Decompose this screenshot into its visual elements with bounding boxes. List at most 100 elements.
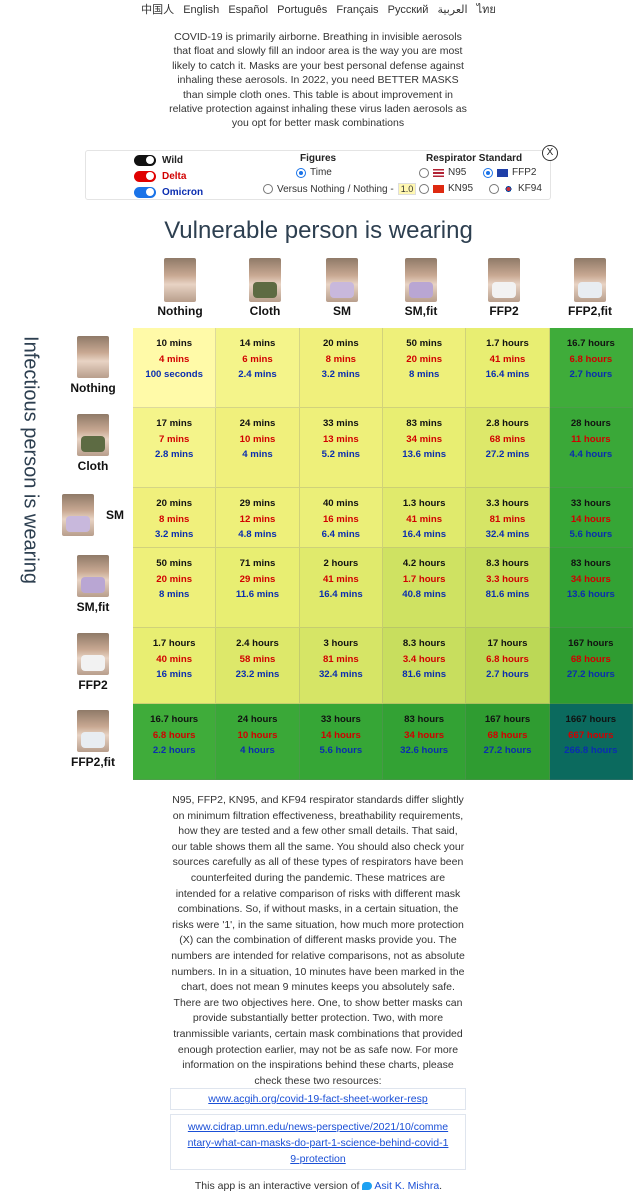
omicron-value: 2.7 hours [569, 369, 613, 380]
omicron-value: 16.4 mins [318, 589, 363, 600]
omicron-value: 2.4 mins [238, 369, 277, 380]
lang-link[interactable]: Français [336, 4, 379, 16]
lang-link[interactable]: English [183, 4, 220, 16]
radio-icon[interactable] [419, 167, 429, 178]
omicron-value: 6.4 mins [321, 529, 361, 540]
delta-value: 68 mins [489, 433, 526, 445]
wild-value: 167 hours [484, 714, 531, 725]
radio-icon[interactable] [263, 184, 273, 194]
wild-value: 20 mins [322, 338, 359, 349]
delta-value: 14 hours [320, 729, 361, 741]
close-button[interactable]: X [542, 145, 558, 161]
mask-shape [409, 282, 433, 298]
resource-link-cidrap[interactable]: www.cidrap.umn.edu/news-perspective/2021… [170, 1114, 466, 1170]
radio-icon[interactable] [419, 183, 429, 194]
omicron-value: 8 mins [158, 589, 190, 600]
row-header-ffp2: FFP2 [55, 633, 131, 692]
figures-heading: Figures [300, 153, 337, 164]
notes-text: N95, FFP2, KN95, and KF94 respirator sta… [171, 794, 465, 1087]
omicron-value: 2.2 hours [152, 745, 196, 756]
matrix-cell: 2.4 hours 58 mins 23.2 mins [216, 628, 300, 704]
matrix-cell: 3 hours 81 mins 32.4 mins [299, 628, 383, 704]
matrix-cell: 24 hours 10 hours 4 hours [216, 704, 300, 780]
respirator-option-n95[interactable]: N95 [419, 167, 466, 178]
person-photo [77, 710, 109, 752]
wild-value: 29 mins [239, 498, 276, 509]
variant-label: Omicron [162, 186, 204, 198]
matrix-cell: 17 hours 6.8 hours 2.7 hours [466, 628, 550, 704]
delta-value: 81 mins [489, 513, 526, 525]
figure-option-time[interactable]: Time [296, 167, 332, 178]
lang-link[interactable]: ไทย [476, 4, 496, 16]
delta-value: 41 mins [322, 573, 359, 585]
mask-shape [66, 516, 90, 532]
variant-label: Delta [162, 170, 187, 182]
variant-delta[interactable]: Delta [134, 169, 186, 183]
delta-value: 16 mins [322, 513, 359, 525]
mask-shape [330, 282, 354, 298]
person-photo [405, 258, 437, 302]
wild-value: 33 mins [322, 418, 359, 429]
delta-value: 13 mins [322, 433, 359, 445]
omicron-value: 3.2 mins [154, 529, 194, 540]
wild-value: 24 mins [239, 418, 276, 429]
versus-value-input[interactable]: 1.0 [397, 183, 417, 195]
delta-value: 10 mins [239, 433, 276, 445]
lang-link[interactable]: Русский [387, 4, 429, 16]
person-photo [62, 494, 94, 536]
omicron-value: 16 mins [156, 669, 193, 680]
wild-value: 4.2 hours [402, 558, 446, 569]
variant-wild[interactable]: Wild [134, 153, 183, 167]
controls-panel: Wild Delta Omicron Figures Time Versus N… [85, 145, 558, 200]
column-header-cloth: Cloth [227, 258, 303, 318]
mask-shape [81, 732, 105, 748]
omicron-value: 27.2 hours [566, 669, 615, 680]
lang-link[interactable]: 中国人 [141, 4, 175, 16]
wild-value: 50 mins [406, 338, 443, 349]
figure-option-versus[interactable]: Versus Nothing / Nothing - 1.0 [263, 183, 417, 195]
omicron-value: 32.6 hours [400, 745, 449, 756]
omicron-value: 3.2 mins [321, 369, 361, 380]
omicron-value: 266.8 hours [564, 745, 618, 756]
wild-value: 8.3 hours [402, 638, 446, 649]
omicron-value: 16.4 mins [485, 369, 530, 380]
toggle-switch-icon[interactable] [134, 170, 156, 182]
variant-label: Wild [162, 154, 184, 166]
respirator-option-kn95[interactable]: KN95 [419, 183, 473, 194]
radio-icon[interactable] [489, 183, 499, 194]
wild-value: 83 hours [570, 558, 611, 569]
delta-value: 34 mins [406, 433, 443, 445]
resource-link-acgih[interactable]: www.acgih.org/covid-19-fact-sheet-worker… [170, 1088, 466, 1110]
variant-omicron[interactable]: Omicron [134, 185, 203, 199]
person-photo [164, 258, 196, 302]
delta-value: 34 hours [404, 729, 445, 741]
wild-value: 83 mins [406, 418, 443, 429]
matrix-cell: 8.3 hours 3.3 hours 81.6 mins [466, 548, 550, 628]
toggle-switch-icon[interactable] [134, 154, 156, 166]
toggle-switch-icon[interactable] [134, 186, 156, 198]
omicron-value: 5.6 hours [319, 745, 363, 756]
lang-link[interactable]: Español [228, 4, 269, 16]
author-link[interactable]: Asit K. Mishra [374, 1180, 440, 1192]
radio-icon[interactable] [483, 167, 493, 178]
wild-value: 2 hours [323, 558, 359, 569]
respirator-option-ffp2[interactable]: FFP2 [483, 167, 536, 178]
lang-link[interactable]: Português [277, 4, 328, 16]
radio-icon[interactable] [296, 167, 306, 178]
delta-value: 6.8 hours [152, 729, 196, 741]
column-header-nothing: Nothing [142, 258, 218, 318]
wild-value: 8.3 hours [486, 558, 529, 569]
wild-value: 3 hours [323, 638, 359, 649]
matrix-cell: 167 hours 68 hours 27.2 hours [466, 704, 550, 780]
footer: This app is an interactive version of As… [194, 1180, 443, 1192]
delta-value: 3.4 hours [402, 653, 446, 665]
respirator-option-kf94[interactable]: KF94 [489, 183, 542, 194]
respirator-heading: Respirator Standard [426, 153, 523, 164]
person-photo [574, 258, 606, 302]
matrix-cell: 8.3 hours 3.4 hours 81.6 mins [383, 628, 467, 704]
omicron-value: 5.6 hours [569, 529, 613, 540]
lang-link[interactable]: العربية [437, 4, 468, 16]
person-photo [77, 633, 109, 675]
omicron-value: 100 seconds [145, 369, 203, 380]
kr-flag-icon [503, 184, 514, 193]
